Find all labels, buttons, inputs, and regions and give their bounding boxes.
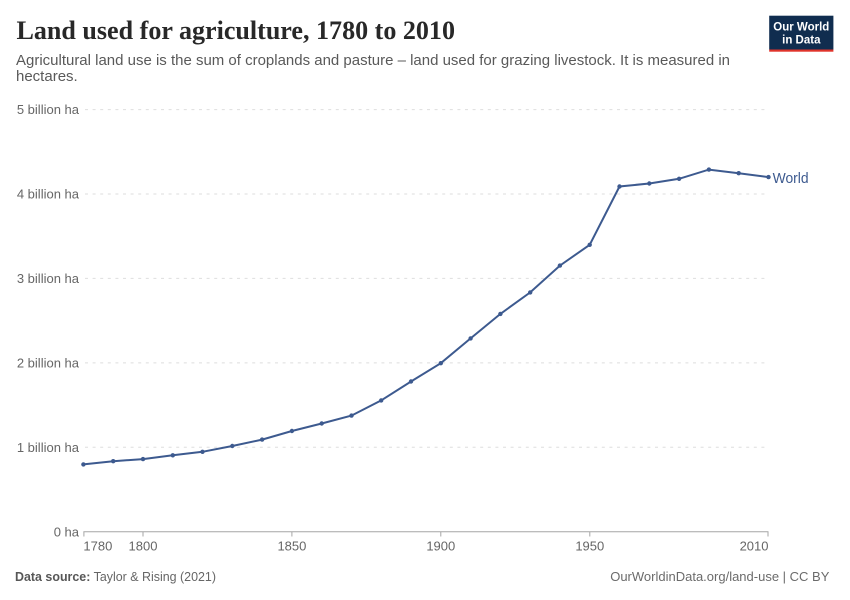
svg-text:1780: 1780 <box>83 539 112 554</box>
svg-text:1850: 1850 <box>277 539 306 554</box>
svg-text:Land used for agriculture, 178: Land used for agriculture, 1780 to 2010 <box>17 15 456 45</box>
svg-text:1800: 1800 <box>129 539 158 554</box>
svg-text:5 billion ha: 5 billion ha <box>17 102 80 117</box>
svg-text:Agricultural land use is the s: Agricultural land use is the sum of crop… <box>16 52 730 69</box>
svg-text:2 billion ha: 2 billion ha <box>17 356 80 371</box>
svg-text:0 ha: 0 ha <box>54 524 80 539</box>
svg-text:1900: 1900 <box>426 539 455 554</box>
svg-text:1950: 1950 <box>575 539 604 554</box>
svg-text:World: World <box>773 171 809 187</box>
svg-text:4 billion ha: 4 billion ha <box>17 187 80 202</box>
svg-text:2010: 2010 <box>740 539 769 554</box>
svg-text:OurWorldinData.org/land-use |: OurWorldinData.org/land-use | CC BY <box>610 569 830 584</box>
svg-text:1 billion ha: 1 billion ha <box>17 440 80 455</box>
svg-text:Data source: Taylor & Rising (: Data source: Taylor & Rising (2021) <box>15 569 216 584</box>
svg-text:Our World: Our World <box>773 22 829 34</box>
svg-text:3 billion ha: 3 billion ha <box>17 271 80 286</box>
svg-text:in Data: in Data <box>782 34 821 46</box>
svg-text:hectares.: hectares. <box>16 68 78 85</box>
